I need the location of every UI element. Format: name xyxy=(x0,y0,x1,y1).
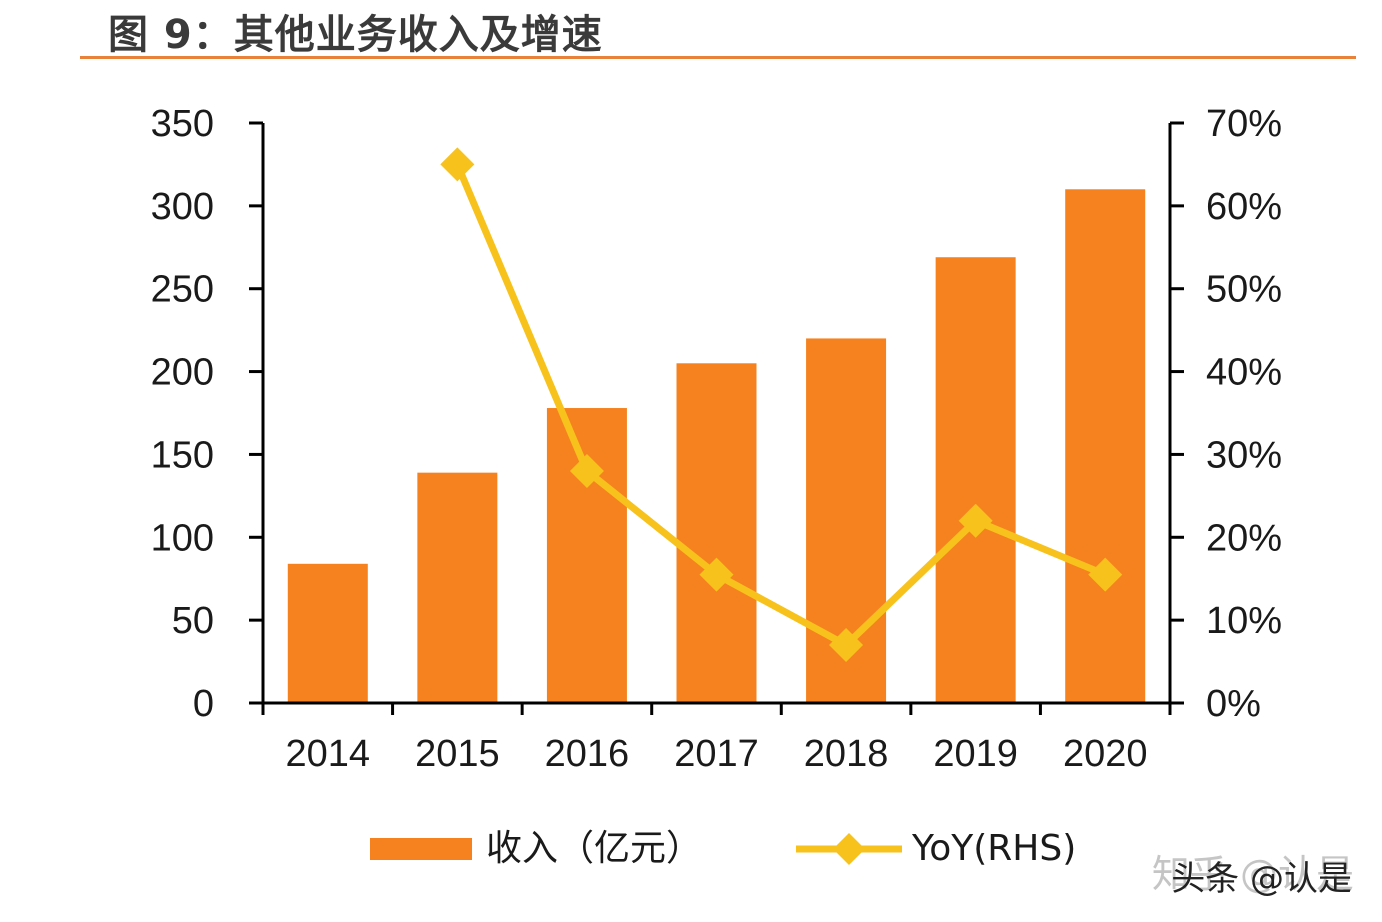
legend-bar-label: 收入（亿元） xyxy=(486,828,702,869)
x-tick-label: 2015 xyxy=(415,733,500,775)
yoy-marker-2015 xyxy=(440,147,475,182)
right-tick-label: 20% xyxy=(1206,517,1282,559)
bar-2015 xyxy=(417,472,498,703)
yoy-marker-2018 xyxy=(829,628,864,662)
x-tick-label: 2016 xyxy=(545,733,630,775)
bar-2017 xyxy=(676,363,757,703)
yoy-line xyxy=(454,163,1107,649)
legend-line-marker xyxy=(833,833,865,865)
yoy-marker-2016 xyxy=(569,454,604,488)
yoy-marker-2017 xyxy=(699,557,734,592)
legend-bar-swatch xyxy=(370,838,472,860)
right-tick-label: 10% xyxy=(1206,600,1282,642)
x-tick-label: 2014 xyxy=(286,733,371,775)
left-tick-label: 50 xyxy=(172,600,214,642)
watermark-front: 头条 @认是 xyxy=(1171,859,1352,899)
left-tick-label: 250 xyxy=(151,269,214,311)
yoy-marker-2019 xyxy=(958,503,993,538)
left-tick-label: 350 xyxy=(151,103,214,145)
yoy-marker-2020 xyxy=(1088,557,1123,592)
bar-2019 xyxy=(935,257,1016,703)
title-divider xyxy=(80,56,1356,59)
right-tick-label: 30% xyxy=(1206,434,1282,476)
bar-2014 xyxy=(287,563,368,703)
watermark-back: 知乎 @认是 xyxy=(1151,852,1354,896)
left-tick-label: 100 xyxy=(151,517,214,559)
right-tick-label: 0% xyxy=(1206,683,1261,725)
left-tick-label: 0 xyxy=(193,683,214,725)
right-tick-label: 70% xyxy=(1206,103,1282,145)
x-tick-label: 2017 xyxy=(674,733,759,775)
left-tick-label: 300 xyxy=(151,186,214,228)
left-tick-label: 150 xyxy=(151,434,214,476)
legend-line-label: YoY(RHS) xyxy=(911,828,1076,869)
chart-title: 图 9：其他业务收入及增速 xyxy=(108,12,603,58)
x-tick-label: 2018 xyxy=(804,733,889,775)
right-tick-label: 50% xyxy=(1206,269,1282,311)
left-tick-label: 200 xyxy=(151,352,214,394)
x-tick-label: 2020 xyxy=(1063,733,1148,775)
right-tick-label: 40% xyxy=(1206,352,1282,394)
bar-2020 xyxy=(1065,189,1146,704)
right-tick-label: 60% xyxy=(1206,186,1282,228)
x-tick-label: 2019 xyxy=(933,733,1018,775)
bar-2016 xyxy=(546,408,627,703)
